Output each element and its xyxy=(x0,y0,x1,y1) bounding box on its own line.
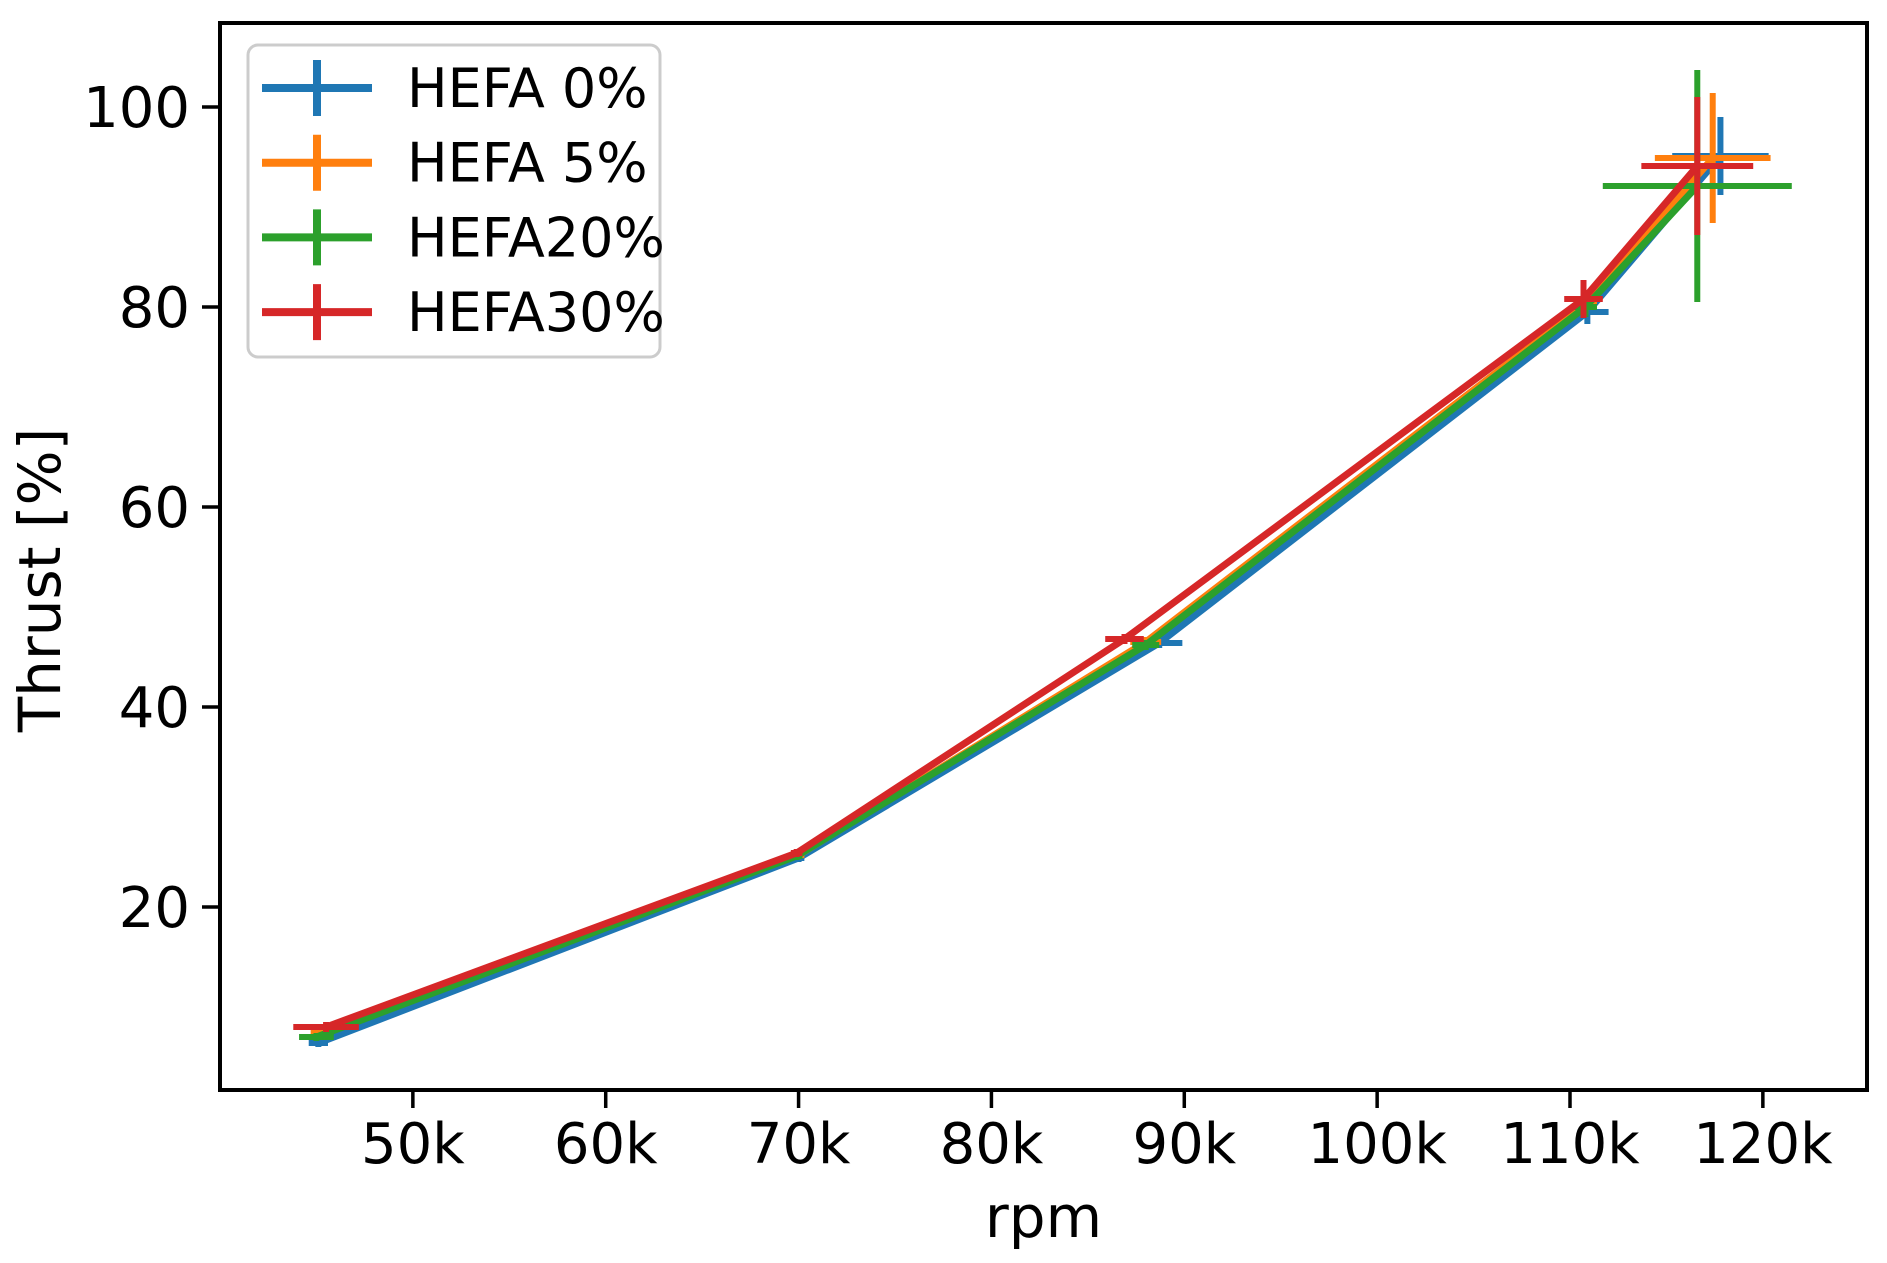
legend-label-hefa-0pct: HEFA 0% xyxy=(407,57,648,120)
axes-frame xyxy=(218,21,1869,1092)
legend-label-hefa-5pct: HEFA 5% xyxy=(407,132,648,195)
data-line-hefa20pct xyxy=(315,183,1700,1041)
legend-entry-hefa30pct: HEFA30% xyxy=(262,281,665,344)
legend-entry-hefa20pct: HEFA20% xyxy=(262,206,665,269)
series-hefa30pct xyxy=(293,97,1754,1032)
legend-label-hefa30pct: HEFA30% xyxy=(407,281,665,344)
x-tick-label-70k: 70k xyxy=(747,1112,851,1177)
x-tick-label-120k: 120k xyxy=(1693,1112,1833,1177)
x-axis: 50k 60k 70k 80k 90k 100k 110k 120k xyxy=(361,1090,1833,1177)
y-tick-label-100: 100 xyxy=(83,76,190,141)
y-axis-label: Thrust [%] xyxy=(6,428,74,734)
y-tick-label-40: 40 xyxy=(119,676,190,741)
x-axis-label: rpm xyxy=(985,1183,1102,1251)
legend-label-hefa20pct: HEFA20% xyxy=(407,206,665,269)
x-tick-label-50k: 50k xyxy=(361,1112,465,1177)
y-axis: 20 40 60 80 100 xyxy=(83,76,220,941)
x-tick-label-80k: 80k xyxy=(940,1112,1044,1177)
data-line-hefa30pct xyxy=(324,163,1700,1031)
y-tick-label-80: 80 xyxy=(119,276,190,341)
y-tick-label-20: 20 xyxy=(119,876,190,941)
x-tick-label-110k: 110k xyxy=(1500,1112,1640,1177)
x-tick-label-90k: 90k xyxy=(1132,1112,1236,1177)
legend-entry-hefa-0pct: HEFA 0% xyxy=(262,57,648,120)
legend-entry-hefa-5pct: HEFA 5% xyxy=(262,132,648,195)
legend: HEFA 0% HEFA 5% HEFA20% HEFA30% xyxy=(246,43,665,359)
x-tick-label-100k: 100k xyxy=(1307,1112,1447,1177)
legend-box xyxy=(246,43,662,359)
y-tick-label-60: 60 xyxy=(119,476,190,541)
x-tick-label-60k: 60k xyxy=(554,1112,658,1177)
